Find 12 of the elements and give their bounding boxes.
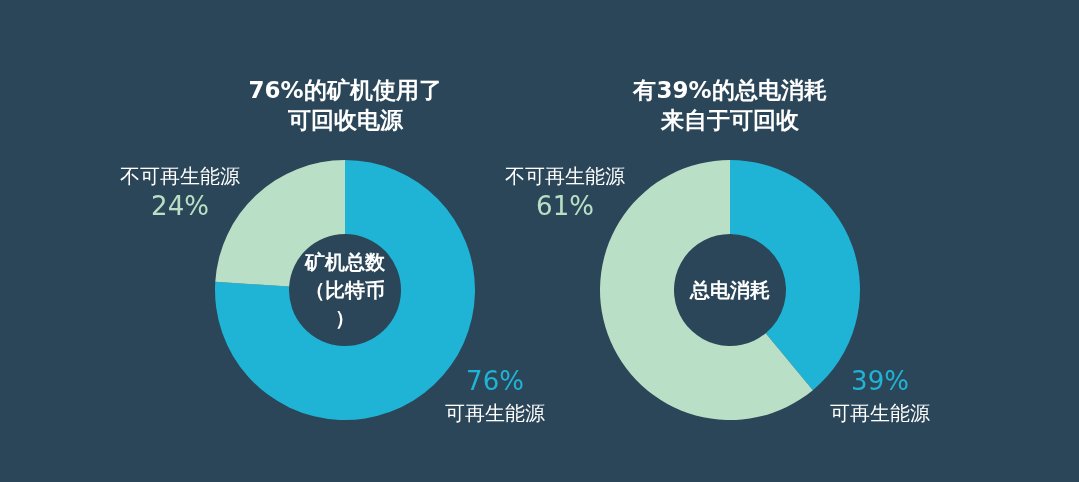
slice-label: 可再生能源 (445, 401, 545, 425)
slice-label: 不可再生能源 (505, 164, 625, 188)
data-label: 24% (151, 191, 209, 221)
data-label: 39% (851, 366, 909, 396)
data-label: 76% (466, 366, 524, 396)
chart-title: 76%的矿机使用了可回收电源 (248, 77, 442, 133)
text: 矿机总数（比特币） (304, 250, 386, 330)
slice-label: 不可再生能源 (120, 164, 240, 188)
chart-title: 有39%的总电消耗来自于可回收 (632, 77, 827, 133)
data-label: 61% (536, 191, 594, 221)
text: 总电消耗 (689, 278, 770, 302)
slice-label: 可再生能源 (830, 401, 930, 425)
